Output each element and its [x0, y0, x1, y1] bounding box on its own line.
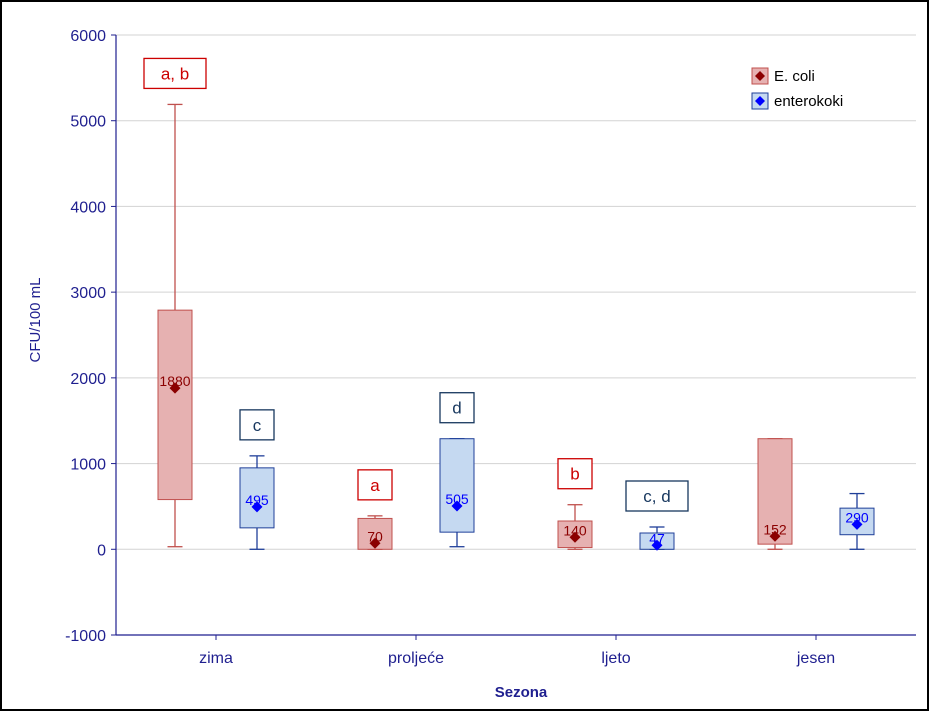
significance-label: c, d — [643, 487, 670, 506]
median-marker — [769, 530, 781, 542]
legend: E. coli enterokoki — [751, 67, 843, 110]
box-ecoli: 152 — [757, 438, 793, 550]
y-tick-label: 2000 — [70, 371, 106, 388]
box-ecoli: 1880 a, b — [143, 57, 207, 548]
y-tick-label: 5000 — [70, 114, 106, 131]
y-axis-label: CFU/100 mL — [27, 277, 44, 362]
y-tick-label: 4000 — [70, 199, 106, 216]
box-ecoli: 140 b — [557, 458, 593, 550]
significance-box — [557, 458, 593, 490]
median-label: 152 — [763, 521, 787, 537]
median-marker — [251, 501, 263, 513]
x-tick-label: zima — [199, 650, 233, 667]
box-ecoli: 70 a — [357, 469, 393, 550]
y-tick-label: 0 — [97, 542, 106, 559]
significance-box — [239, 409, 275, 441]
y-tick-label: 6000 — [70, 28, 106, 45]
median-label: 290 — [845, 509, 869, 525]
x-tick-label: jesen — [796, 650, 835, 667]
axes: -1000 0 1000 2000 3000 4000 5000 6000 zima prolje… — [65, 28, 916, 667]
series: 1880 a, b 70 a 140 b 152 495 c 505 d 47 c, d 290 — [143, 57, 875, 551]
iqr-box — [157, 309, 193, 501]
median-label: 140 — [563, 522, 587, 538]
median-marker — [169, 382, 181, 394]
box-enterokoki: 495 c — [239, 409, 275, 550]
legend-label: E. coli — [774, 68, 815, 85]
box-enterokoki: 505 d — [439, 392, 475, 548]
y-tick-label: 3000 — [70, 285, 106, 302]
median-marker — [851, 518, 863, 530]
median-label: 495 — [245, 492, 269, 508]
significance-label: a, b — [161, 64, 189, 83]
median-label: 70 — [367, 528, 383, 544]
median-label: 47 — [649, 530, 665, 546]
median-marker — [369, 537, 381, 549]
significance-box — [357, 469, 393, 501]
x-axis-label: Sezona — [495, 684, 548, 701]
significance-box — [143, 57, 207, 90]
median-marker — [569, 531, 581, 543]
median-marker — [451, 500, 463, 512]
y-tick-label: -1000 — [65, 628, 106, 645]
significance-label: b — [570, 465, 579, 484]
significance-label: a — [370, 476, 380, 495]
legend-marker — [755, 71, 765, 81]
x-tick-label: proljeće — [388, 650, 444, 667]
significance-box — [439, 392, 475, 424]
median-marker — [651, 539, 663, 551]
median-label: 1880 — [159, 373, 190, 389]
significance-box — [625, 480, 689, 512]
significance-label: c — [253, 416, 262, 435]
median-label: 505 — [445, 491, 469, 507]
significance-label: d — [452, 399, 461, 418]
gridlines — [116, 34, 916, 550]
box-enterokoki: 47 c, d — [625, 480, 689, 551]
x-tick-label: ljeto — [601, 650, 630, 667]
legend-marker — [755, 96, 765, 106]
iqr-box — [239, 467, 275, 529]
y-tick-label: 1000 — [70, 457, 106, 474]
iqr-box — [757, 438, 793, 545]
legend-label: enterokoki — [774, 93, 843, 110]
box-enterokoki: 290 — [839, 492, 875, 550]
iqr-box — [439, 438, 475, 533]
